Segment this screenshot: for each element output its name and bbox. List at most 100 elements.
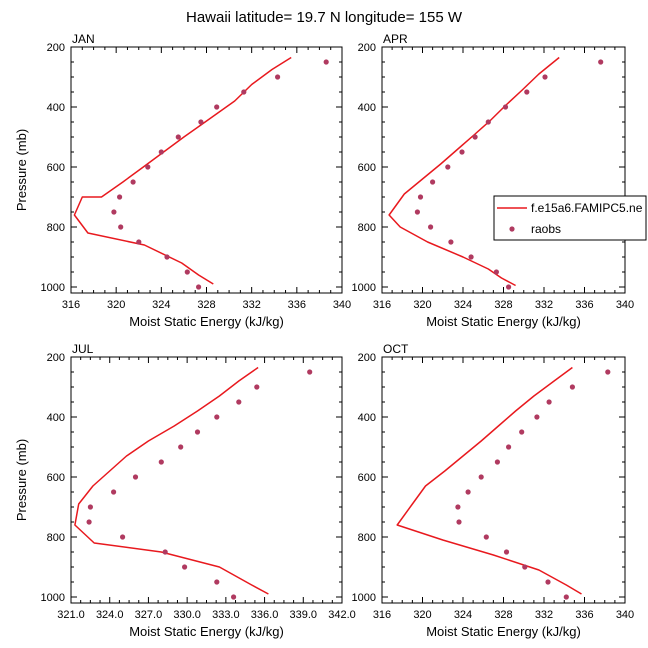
plot-frame	[381, 46, 626, 294]
raobs-point	[502, 104, 509, 110]
plot-frame	[70, 356, 343, 604]
raobs-point	[522, 564, 528, 570]
y-tick-label: 1000	[41, 282, 65, 294]
panel-jan: JAN 316 320 324 328 332 336 340 200 400 600 800 1000…	[14, 32, 351, 329]
raobs-point	[468, 254, 474, 260]
raobs-point	[494, 459, 500, 465]
panel-title: JUL	[72, 342, 94, 356]
raobs-point	[563, 594, 569, 600]
x-tick-label: 336	[288, 299, 306, 311]
y-tick-label: 800	[47, 222, 65, 234]
y-tick-label: 600	[358, 162, 376, 174]
x-axis-label: Moist Static Energy (kJ/kg)	[426, 624, 581, 639]
x-tick-label: 320	[413, 609, 431, 621]
x-tick-label: 340	[616, 609, 634, 621]
raobs-point	[456, 519, 462, 525]
y-tick-label: 200	[358, 42, 376, 54]
plot-frame	[381, 356, 626, 604]
raobs-point	[158, 149, 164, 155]
x-tick-label: 316	[373, 299, 391, 311]
raobs-point	[241, 89, 247, 95]
x-tick-label: 327.0	[135, 609, 163, 621]
y-axis-label: Pressure (mb)	[14, 129, 29, 211]
panel-title: OCT	[383, 342, 409, 356]
panel-title: APR	[383, 32, 408, 46]
model-line	[388, 56, 560, 287]
y-tick-label: 200	[358, 352, 376, 364]
raobs-point	[132, 474, 139, 480]
model-line	[396, 366, 582, 595]
y-tick-label: 800	[358, 222, 376, 234]
x-tick-label: 316	[62, 299, 80, 311]
y-tick-label: 400	[47, 412, 65, 424]
raobs-point	[162, 549, 168, 555]
x-tick-label: 320	[413, 299, 431, 311]
raobs-point	[178, 444, 184, 450]
x-tick-label: 333.0	[212, 609, 240, 621]
x-tick-label: 342.0	[328, 609, 356, 621]
x-tick-label: 336	[575, 609, 593, 621]
x-tick-label: 332	[535, 299, 553, 311]
legend: f.e15a6.FAMIPC5.ne raobs	[493, 195, 647, 241]
x-tick-label: 324.0	[96, 609, 124, 621]
raobs-point	[448, 239, 454, 245]
raobs-point	[136, 239, 142, 245]
raobs-point	[455, 504, 461, 510]
raobs-point	[231, 594, 237, 600]
raobs-point	[182, 564, 188, 570]
x-tick-label: 340	[333, 299, 351, 311]
raobs-point	[196, 284, 202, 290]
raobs-point	[430, 179, 436, 185]
y-tick-label: 800	[358, 532, 376, 544]
raobs-point	[254, 384, 260, 390]
raobs-point	[214, 414, 220, 420]
y-tick-label: 600	[358, 472, 376, 484]
x-tick-label: 324	[454, 299, 472, 311]
raobs-point	[506, 444, 512, 450]
x-tick-label: 324	[152, 299, 170, 311]
raobs-point	[86, 519, 92, 525]
raobs-point	[184, 269, 190, 275]
raobs-point	[236, 399, 242, 405]
raobs-point	[605, 369, 611, 375]
raobs-point	[445, 164, 451, 170]
y-tick-label: 400	[47, 102, 65, 114]
raobs-point	[503, 549, 510, 555]
raobs-point	[214, 104, 220, 110]
raobs-point	[158, 459, 164, 465]
raobs-point	[323, 59, 329, 65]
y-tick-label: 200	[47, 352, 65, 364]
raobs-point	[214, 579, 220, 585]
raobs-point	[164, 254, 170, 260]
raobs-point	[118, 224, 124, 230]
raobs-point	[519, 429, 525, 435]
y-tick-label: 600	[47, 472, 65, 484]
raobs-point	[506, 284, 512, 290]
x-tick-label: 330.0	[173, 609, 201, 621]
model-line	[73, 56, 292, 285]
raobs-point	[275, 74, 281, 80]
y-tick-label: 200	[47, 42, 65, 54]
x-tick-label: 328	[494, 609, 512, 621]
panels-group: JAN 316 320 324 328 332 336 340 200 400 600 800 1000…	[14, 32, 634, 639]
x-axis-label: Moist Static Energy (kJ/kg)	[426, 314, 581, 329]
raobs-point	[117, 194, 123, 200]
y-tick-label: 400	[358, 102, 376, 114]
raobs-point	[198, 119, 204, 125]
raobs-point	[120, 534, 126, 540]
x-tick-label: 336	[575, 299, 593, 311]
raobs-point	[194, 429, 201, 435]
y-tick-label: 1000	[352, 282, 376, 294]
raobs-point	[598, 59, 604, 65]
raobs-point	[546, 399, 552, 405]
x-tick-label: 328	[494, 299, 512, 311]
x-tick-label: 321.0	[57, 609, 85, 621]
panel-apr: APR 316 320 324 328 332 336 340 200 400 600 800 1000…	[352, 32, 635, 329]
y-tick-label: 800	[47, 532, 65, 544]
y-tick-label: 400	[358, 412, 376, 424]
plot-frame	[70, 46, 343, 294]
raobs-point	[459, 149, 465, 155]
raobs-point	[485, 119, 491, 125]
raobs-point	[175, 134, 181, 140]
raobs-point	[483, 534, 489, 540]
